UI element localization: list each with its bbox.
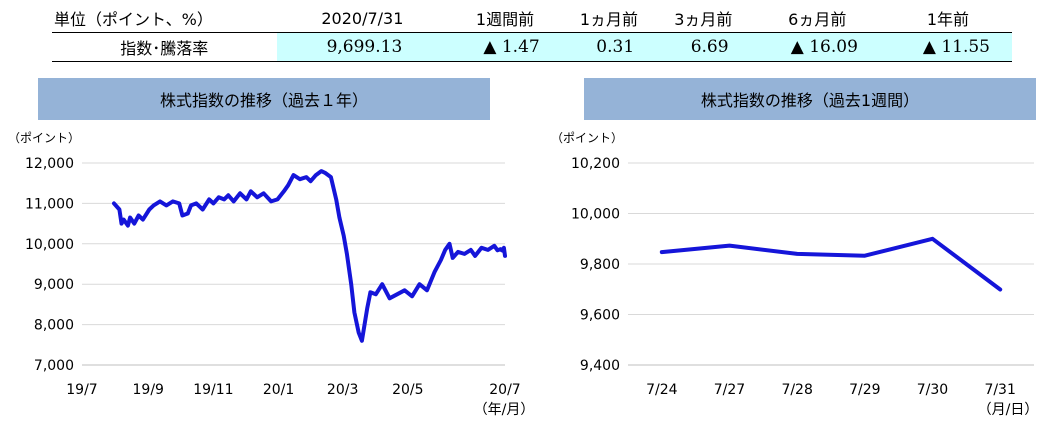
- value-3month: 6.69: [656, 32, 751, 62]
- col-header-1week: 1週間前: [448, 4, 562, 33]
- x-tick-label: 7/30: [917, 382, 948, 398]
- col-header-6month: 6ヵ月前: [750, 4, 884, 33]
- y-tick-label: 9,600: [580, 308, 620, 324]
- summary-header-row: 単位（ポイント、%） 2020/7/31 1週間前 1ヵ月前 3ヵ月前 6ヵ月前…: [52, 4, 1012, 33]
- value-1week: ▲ 1.47: [448, 32, 562, 62]
- x-tick-label: 7/24: [646, 382, 678, 398]
- y-tick-label: 9,800: [580, 257, 620, 273]
- x-tick-label: 19/11: [193, 382, 233, 398]
- unit-label: 単位（ポイント、%）: [52, 4, 277, 33]
- col-header-3month: 3ヵ月前: [656, 4, 751, 33]
- series-line-1year: [112, 169, 507, 343]
- x-tick-label: 7/31: [984, 382, 1015, 398]
- y-tick-label: 11,000: [25, 196, 74, 212]
- summary-values-row: 指数･騰落率 9,699.13 ▲ 1.47 0.31 6.69 ▲ 16.09…: [52, 32, 1012, 62]
- y-tick-label: 10,000: [25, 237, 74, 253]
- chart-1year-title: 株式指数の推移（過去１年）: [38, 78, 490, 120]
- y-tick-label: 10,200: [571, 156, 620, 172]
- x-tick-label: 20/7: [489, 382, 520, 398]
- col-header-1month: 1ヵ月前: [561, 4, 657, 33]
- series-line-1week: [659, 236, 1003, 292]
- col-header-latest: 2020/7/31: [276, 4, 449, 33]
- x-tick-label: 19/7: [66, 382, 97, 398]
- x-tick-label: 7/28: [781, 382, 812, 398]
- chart-1week-title: 株式指数の推移（過去1週間）: [584, 78, 1036, 120]
- x-tick-label: 7/29: [849, 382, 880, 398]
- value-1month: 0.31: [561, 32, 657, 62]
- y-tick-label: 7,000: [34, 358, 74, 374]
- y-unit-label: （ポイント）: [551, 131, 623, 145]
- x-tick-label: 7/27: [714, 382, 745, 398]
- value-latest: 9,699.13: [276, 32, 449, 62]
- x-tick-label: 20/1: [263, 382, 294, 398]
- y-tick-label: 12,000: [25, 156, 74, 172]
- x-tick-label: 20/5: [392, 382, 423, 398]
- value-1year: ▲ 11.55: [883, 32, 1012, 62]
- row-label: 指数･騰落率: [52, 32, 277, 62]
- y-tick-label: 9,400: [580, 358, 620, 374]
- summary-table: 単位（ポイント、%） 2020/7/31 1週間前 1ヵ月前 3ヵ月前 6ヵ月前…: [52, 4, 1012, 62]
- x-unit-label: （年/月）: [474, 402, 530, 418]
- y-unit-label: （ポイント）: [8, 131, 80, 145]
- col-header-1year: 1年前: [883, 4, 1012, 33]
- x-tick-label: 20/3: [327, 382, 358, 398]
- value-6month: ▲ 16.09: [750, 32, 884, 62]
- x-unit-label: （月/日）: [978, 402, 1039, 418]
- chart-1year: 7,000 8,000 9,000 10,000 11,000 12,000 （ポイント） （…: [8, 131, 530, 418]
- y-tick-label: 8,000: [34, 318, 74, 334]
- y-tick-label: 9,000: [34, 277, 74, 293]
- x-tick-label: 19/9: [133, 382, 164, 398]
- y-tick-label: 10,000: [571, 207, 620, 223]
